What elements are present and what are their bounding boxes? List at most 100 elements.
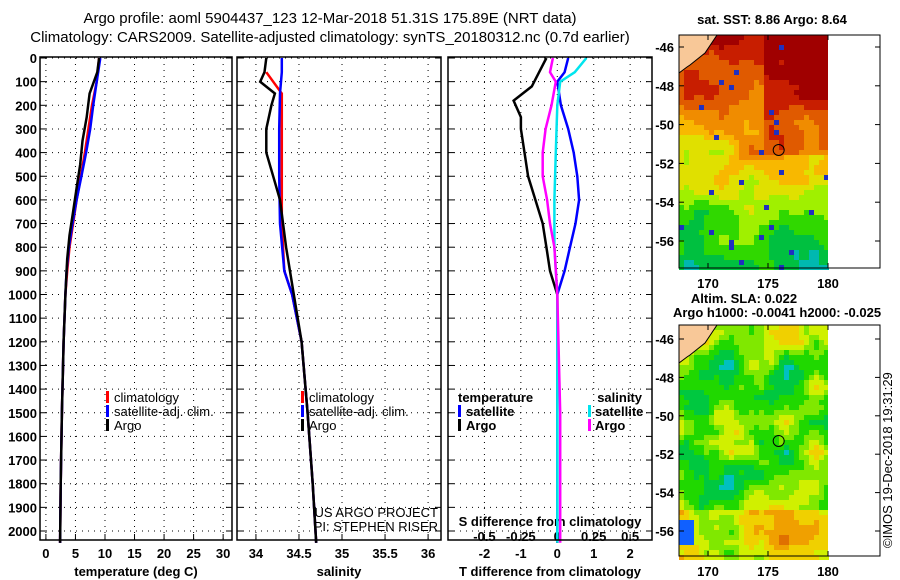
map-cell	[694, 530, 699, 535]
map-cell	[724, 520, 729, 525]
map-cell	[819, 240, 824, 245]
map-cell	[809, 240, 814, 245]
map-cell	[719, 500, 724, 505]
map-cell	[739, 430, 744, 435]
map-cell	[764, 375, 769, 380]
map-cell	[734, 140, 739, 145]
map-frame	[678, 324, 881, 557]
map-cell	[709, 135, 714, 140]
panel-temperature: 0100200300400500600700800900100011001200…	[8, 51, 233, 579]
map-cell	[804, 385, 809, 390]
map-cell	[794, 475, 799, 480]
map-cell	[734, 200, 739, 205]
map-cell	[734, 250, 739, 255]
map-cell	[784, 215, 789, 220]
map-cell	[719, 195, 724, 200]
map-cell	[699, 155, 704, 160]
map-cell	[714, 365, 719, 370]
map-cell	[694, 350, 699, 355]
map-cell	[764, 450, 769, 455]
map-cell	[719, 450, 724, 455]
panel-salinity: 34 34.5 35 35.5 36salinityclimatologysatelli…	[236, 56, 442, 579]
map-cell	[734, 60, 739, 65]
map-cell	[789, 40, 794, 45]
map-cell	[749, 515, 754, 520]
map-cell	[694, 125, 699, 130]
map-cell	[794, 225, 799, 230]
map-cell	[769, 380, 774, 385]
map-cell	[749, 330, 754, 335]
map-cell	[814, 35, 819, 40]
map-cell	[754, 45, 759, 50]
map-cell	[734, 370, 739, 375]
map-cell	[714, 100, 719, 105]
map-cell	[709, 480, 714, 485]
map-cell	[734, 390, 739, 395]
map-cell	[794, 390, 799, 395]
map-cell	[814, 445, 819, 450]
map-cell	[804, 225, 809, 230]
map-cell	[809, 235, 814, 240]
map-cell	[729, 465, 734, 470]
map-cell	[709, 90, 714, 95]
map-cell	[704, 200, 709, 205]
map-cell	[819, 190, 824, 195]
map-cell	[824, 130, 829, 135]
map-cell	[719, 550, 724, 555]
map-cell	[769, 175, 774, 180]
map-cell	[804, 505, 809, 510]
map-cell	[729, 385, 734, 390]
map-cell	[774, 475, 779, 480]
map-cell	[724, 540, 729, 545]
map-cell	[679, 240, 684, 245]
map-cell	[714, 385, 719, 390]
map-cell	[819, 420, 824, 425]
map-cell	[749, 140, 754, 145]
map-cell	[739, 500, 744, 505]
map-cell	[784, 495, 789, 500]
map-cell	[824, 240, 829, 245]
map-cell	[784, 515, 789, 520]
map-cell	[824, 360, 829, 365]
map-cell	[759, 470, 764, 475]
map-cell	[714, 360, 719, 365]
map-cell	[759, 360, 764, 365]
map-cell	[794, 400, 799, 405]
map-cell	[759, 425, 764, 430]
map-cell	[699, 90, 704, 95]
map-cell	[774, 45, 779, 50]
map-cell	[734, 530, 739, 535]
lat-tick-label: -50	[655, 409, 674, 424]
map-cell	[729, 495, 734, 500]
map-cell	[724, 400, 729, 405]
map-cell	[709, 125, 714, 130]
map-cell	[699, 210, 704, 215]
map-cell	[779, 355, 784, 360]
map-cell	[749, 365, 754, 370]
map-cell	[699, 80, 704, 85]
map-cell	[714, 105, 719, 110]
map-cell	[794, 85, 799, 90]
map-cell	[809, 345, 814, 350]
map-cell	[804, 200, 809, 205]
map-cell	[734, 110, 739, 115]
map-cell	[729, 145, 734, 150]
map-cell	[819, 430, 824, 435]
map-cell	[779, 215, 784, 220]
map-cell	[724, 255, 729, 260]
map-cell	[694, 455, 699, 460]
map-cell	[759, 395, 764, 400]
map-cell	[759, 50, 764, 55]
map-cell	[679, 110, 684, 115]
map-cell	[719, 70, 724, 75]
map-cell	[694, 375, 699, 380]
map-cell	[719, 390, 724, 395]
map-cell	[769, 555, 774, 560]
map-cell	[694, 250, 699, 255]
map-cell	[774, 160, 779, 165]
map-cell	[819, 355, 824, 360]
map-cell	[699, 375, 704, 380]
map-cell	[824, 230, 829, 235]
map-cell	[774, 150, 779, 155]
map-cell	[789, 70, 794, 75]
